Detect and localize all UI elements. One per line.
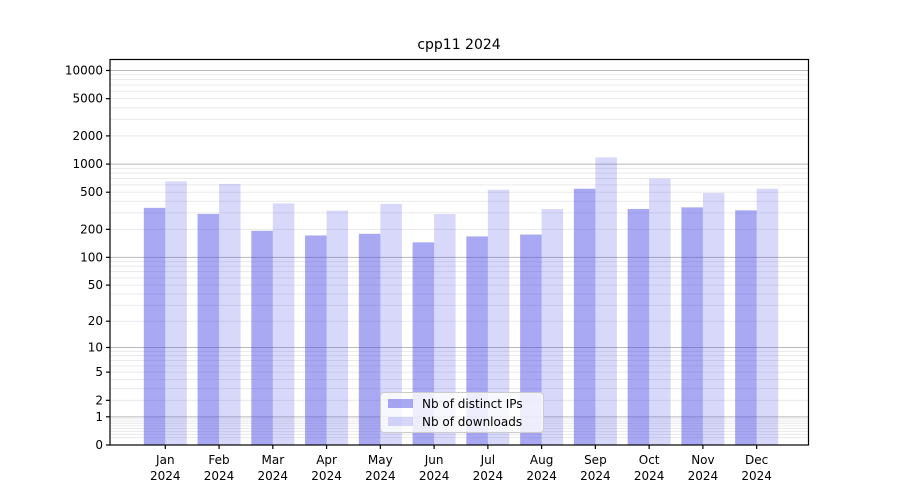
x-tick-label-year: 2024 [419,469,450,483]
y-tick-label: 0 [95,438,103,452]
x-tick-label-year: 2024 [473,469,504,483]
x-tick-label-year: 2024 [365,469,396,483]
bar-downloads-jun [434,214,456,445]
bar-downloads-aug [541,208,564,445]
x-tick-label-month: Dec [745,453,768,467]
legend-label-downloads: Nb of downloads [422,414,523,429]
bar-distinct-ips-dec [735,210,757,445]
x-tick-label-month: Jan [155,453,175,467]
bar-downloads-oct [649,178,671,445]
legend-label-distinct-ips: Nb of distinct IPs [422,396,523,411]
bar-downloads-apr [326,210,349,445]
legend-item-distinct-ips: Nb of distinct IPs [388,397,535,411]
x-tick-label-month: May [368,453,393,467]
legend-swatch-distinct-ips [388,399,413,408]
bar-distinct-ips-may [358,233,381,445]
bar-downloads-mar [272,203,295,445]
x-tick-label-month: Sep [584,453,607,467]
bar-distinct-ips-feb [197,213,220,445]
legend-swatch-downloads [388,417,413,426]
bar-downloads-feb [219,183,241,445]
bar-distinct-ips-nov [681,207,703,445]
bar-downloads-sep [595,157,617,445]
x-tick-label-year: 2024 [526,469,557,483]
x-tick-label-month: Oct [639,453,660,467]
x-tick-label-year: 2024 [688,469,719,483]
x-tick-label-year: 2024 [311,469,342,483]
y-tick-label: 200 [80,222,103,236]
y-tick-label: 20 [88,314,103,328]
bar-distinct-ips-apr [305,235,327,445]
bar-distinct-ips-jan [143,207,166,445]
x-tick-label-month: Jul [480,453,495,467]
y-tick-label: 5000 [72,92,103,106]
x-tick-label-month: Jun [424,453,444,467]
bar-downloads-jul [487,189,510,445]
x-tick-label-year: 2024 [741,469,772,483]
x-tick-label-month: Feb [208,453,229,467]
x-tick-label-year: 2024 [204,469,235,483]
x-tick-label-month: Mar [261,453,284,467]
x-tick-label-year: 2024 [258,469,289,483]
y-tick-label: 2000 [72,129,103,143]
x-tick-label-month: Apr [316,453,337,467]
legend-item-downloads: Nb of downloads [388,415,535,429]
x-tick-label-year: 2024 [150,469,181,483]
plot-border [109,58,810,446]
bar-distinct-ips-sep [573,188,596,445]
legend: Nb of distinct IPs Nb of downloads [380,392,544,433]
y-tick-label: 1 [95,410,103,424]
y-tick-label: 10 [88,340,103,354]
bar-distinct-ips-mar [251,230,273,445]
y-tick-label: 5 [95,365,103,379]
chart-title: cpp11 2024 [417,37,501,53]
y-tick-label: 2 [95,393,103,407]
bar-downloads-may [380,203,402,445]
y-tick-label: 50 [88,278,103,292]
y-tick-label: 1000 [72,157,103,171]
y-tick-label: 10000 [65,63,103,77]
bar-downloads-jan [165,181,187,446]
y-tick-label: 100 [80,250,103,264]
bar-downloads-dec [756,188,779,445]
x-tick-label-year: 2024 [634,469,665,483]
y-tick-label: 500 [80,185,103,199]
x-tick-label-month: Aug [530,453,553,467]
bar-downloads-nov [702,192,725,445]
x-tick-label-year: 2024 [580,469,611,483]
bar-distinct-ips-oct [627,208,650,445]
x-tick-label-month: Nov [691,453,714,467]
